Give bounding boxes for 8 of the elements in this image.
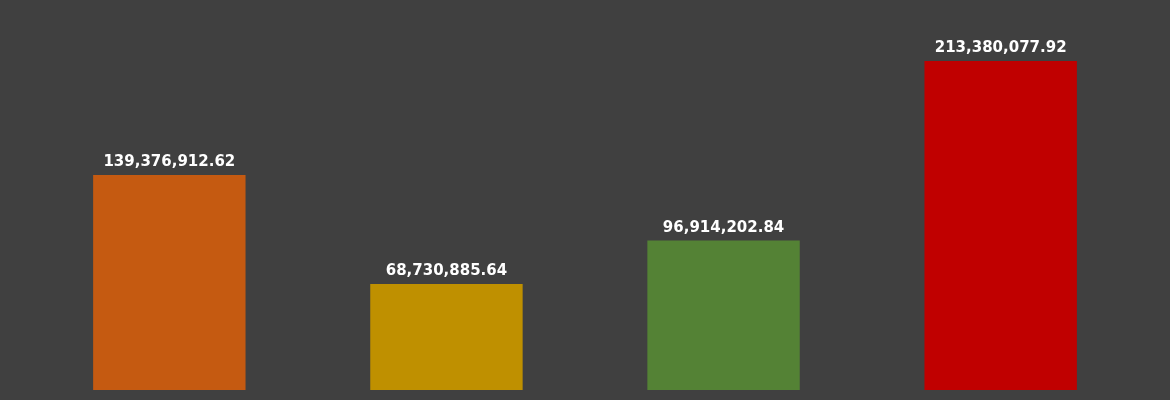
data-label: 96,914,202.84 bbox=[662, 217, 785, 236]
data-label: 139,376,912.62 bbox=[103, 152, 236, 171]
bar bbox=[370, 284, 523, 390]
bar bbox=[924, 61, 1077, 390]
bar bbox=[647, 240, 800, 390]
data-label: 213,380,077.92 bbox=[934, 38, 1067, 56]
data-label: 68,730,885.64 bbox=[385, 261, 508, 280]
bar bbox=[93, 175, 246, 390]
